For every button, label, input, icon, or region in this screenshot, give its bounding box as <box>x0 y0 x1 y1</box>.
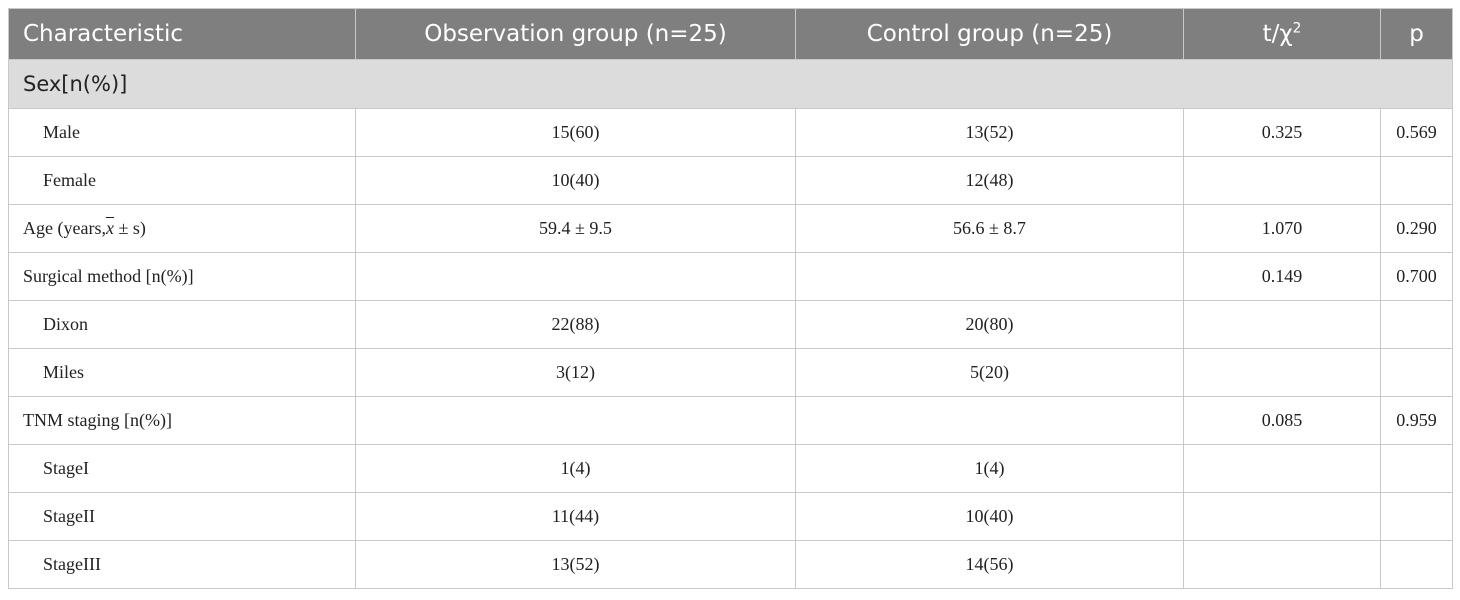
table-row: Dixon 22(88) 20(80) <box>8 300 1453 349</box>
control-value: 56.6 ± 8.7 <box>795 204 1184 253</box>
row-label: StageII <box>8 492 356 541</box>
row-label-age: Age (years,x ± s) <box>8 204 356 253</box>
p-value: 0.959 <box>1380 396 1453 445</box>
row-label: Miles <box>8 348 356 397</box>
statistic-value: 0.149 <box>1183 252 1381 301</box>
control-value: 5(20) <box>795 348 1184 397</box>
header-statistic: t/χ2 <box>1183 8 1381 60</box>
p-value <box>1380 540 1453 589</box>
section-row-sex: Sex[n(%)] <box>8 59 1453 109</box>
p-value <box>1380 444 1453 493</box>
statistic-value: 0.325 <box>1183 108 1381 157</box>
age-label-suffix: ± s) <box>113 218 146 238</box>
observation-value: 10(40) <box>355 156 796 205</box>
table-row: TNM staging [n(%)] 0.085 0.959 <box>8 396 1453 445</box>
p-value: 0.700 <box>1380 252 1453 301</box>
row-label: Female <box>8 156 356 205</box>
control-value <box>795 396 1184 445</box>
table-row: StageI 1(4) 1(4) <box>8 444 1453 493</box>
header-control-group: Control group (n=25) <box>795 8 1184 60</box>
table-row: Female 10(40) 12(48) <box>8 156 1453 205</box>
statistic-value: 0.085 <box>1183 396 1381 445</box>
control-value: 20(80) <box>795 300 1184 349</box>
header-observation-group: Observation group (n=25) <box>355 8 796 60</box>
p-value <box>1380 156 1453 205</box>
row-label: Male <box>8 108 356 157</box>
observation-value: 13(52) <box>355 540 796 589</box>
mean-symbol: x <box>105 218 114 238</box>
table-row: Age (years,x ± s) 59.4 ± 9.5 56.6 ± 8.7 … <box>8 204 1453 253</box>
header-characteristic: Characteristic <box>8 8 356 60</box>
p-value <box>1380 348 1453 397</box>
table-row: StageII 11(44) 10(40) <box>8 492 1453 541</box>
p-value <box>1380 492 1453 541</box>
control-value: 10(40) <box>795 492 1184 541</box>
table-row: Surgical method [n(%)] 0.149 0.700 <box>8 252 1453 301</box>
header-row: Characteristic Observation group (n=25) … <box>8 8 1453 60</box>
observation-value: 3(12) <box>355 348 796 397</box>
statistic-value <box>1183 444 1381 493</box>
statistic-value <box>1183 300 1381 349</box>
header-p-value: p <box>1380 8 1453 60</box>
row-label: TNM staging [n(%)] <box>8 396 356 445</box>
table-row: StageIII 13(52) 14(56) <box>8 540 1453 589</box>
statistic-value <box>1183 540 1381 589</box>
age-label-prefix: Age (years, <box>23 218 106 238</box>
table-row: Miles 3(12) 5(20) <box>8 348 1453 397</box>
p-value: 0.290 <box>1380 204 1453 253</box>
observation-value: 11(44) <box>355 492 796 541</box>
row-label: StageI <box>8 444 356 493</box>
row-label: StageIII <box>8 540 356 589</box>
section-label-sex: Sex[n(%)] <box>8 59 1453 109</box>
characteristics-table: Characteristic Observation group (n=25) … <box>8 8 1453 589</box>
observation-value: 59.4 ± 9.5 <box>355 204 796 253</box>
header-statistic-label: t/χ <box>1262 21 1293 47</box>
observation-value: 15(60) <box>355 108 796 157</box>
row-label: Dixon <box>8 300 356 349</box>
table-row: Male 15(60) 13(52) 0.325 0.569 <box>8 108 1453 157</box>
statistic-value <box>1183 492 1381 541</box>
control-value: 14(56) <box>795 540 1184 589</box>
header-statistic-superscript: 2 <box>1292 20 1302 37</box>
p-value: 0.569 <box>1380 108 1453 157</box>
statistic-value: 1.070 <box>1183 204 1381 253</box>
observation-value <box>355 396 796 445</box>
statistic-value <box>1183 156 1381 205</box>
control-value <box>795 252 1184 301</box>
statistic-value <box>1183 348 1381 397</box>
control-value: 1(4) <box>795 444 1184 493</box>
observation-value: 22(88) <box>355 300 796 349</box>
p-value <box>1380 300 1453 349</box>
observation-value: 1(4) <box>355 444 796 493</box>
row-label: Surgical method [n(%)] <box>8 252 356 301</box>
control-value: 12(48) <box>795 156 1184 205</box>
observation-value <box>355 252 796 301</box>
control-value: 13(52) <box>795 108 1184 157</box>
